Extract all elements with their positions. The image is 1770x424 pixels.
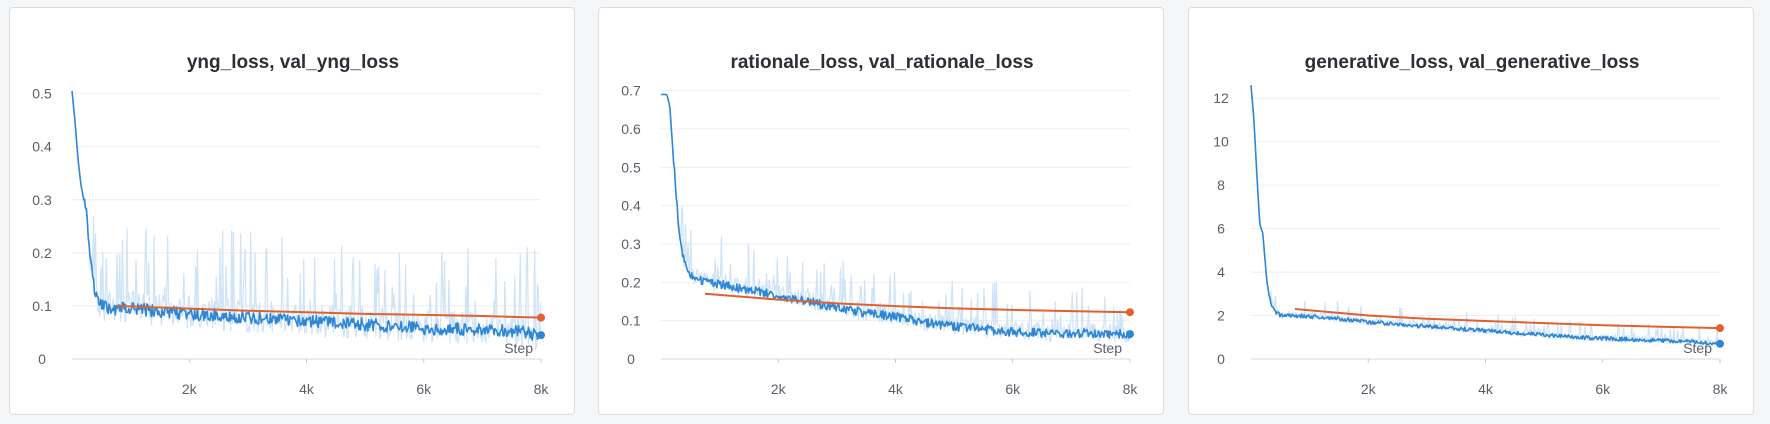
y-tick-label: 0.3 [621, 236, 641, 252]
x-axis-label: Step [1683, 340, 1712, 356]
val-series-line [115, 304, 542, 319]
train-series-line [71, 90, 542, 341]
train-raw-series-line [661, 93, 1131, 344]
chart-panel-rationale-loss[interactable]: rationale_loss, val_rationale_loss 0 0.1 0.… [598, 7, 1164, 415]
x-tick-label: 6k [1005, 381, 1021, 397]
rationale-loss-chart: rationale_loss, val_rationale_loss 0 0.1 0.… [621, 52, 1139, 397]
y-tick-label: 0.7 [621, 83, 641, 99]
chart-panel-yng-loss[interactable]: yng_loss, val_yng_loss 0 0.1 0.2 0.3 0.4 0.5 2k… [9, 7, 575, 415]
y-tick-label: 0.3 [32, 192, 52, 208]
x-tick-label: 6k [1595, 381, 1611, 397]
generative-loss-chart: generative_loss, val_generative_loss 0 2 4 6… [1213, 52, 1729, 397]
x-tick-label: 4k [1478, 381, 1494, 397]
val-end-point [537, 313, 545, 322]
train-series-line [1250, 85, 1721, 346]
y-tick-label: 0.5 [621, 159, 641, 175]
train-series-line [661, 93, 1131, 340]
train-end-point [1716, 339, 1724, 348]
val-series-line [1294, 308, 1721, 330]
chart-title: rationale_loss, val_rationale_loss [730, 52, 1033, 73]
y-tick-label: 0.5 [32, 86, 52, 102]
x-tick-label: 4k [299, 381, 315, 397]
val-series-line [704, 292, 1131, 314]
x-axis-label: Step [504, 340, 533, 356]
val-end-point [1126, 308, 1134, 317]
y-tick-label: 0.1 [621, 313, 641, 329]
y-tick-label: 0.4 [32, 139, 52, 155]
y-tick-label: 12 [1213, 90, 1229, 106]
val-end-point [1716, 324, 1724, 333]
train-end-point [1126, 330, 1134, 339]
y-tick-label: 4 [1217, 264, 1225, 280]
x-tick-label: 8k [534, 381, 550, 397]
y-tick-label: 0 [38, 351, 46, 367]
train-end-point [537, 331, 545, 340]
chart-title: yng_loss, val_yng_loss [187, 52, 399, 73]
y-tick-label: 0 [1217, 351, 1225, 367]
train-raw-series-line [1250, 85, 1721, 347]
y-tick-label: 0.6 [621, 121, 641, 137]
chart-panel-generative-loss[interactable]: generative_loss, val_generative_loss 0 2 4 6… [1188, 7, 1754, 415]
x-tick-label: 4k [888, 381, 904, 397]
chart-title: generative_loss, val_generative_loss [1305, 52, 1640, 73]
x-tick-label: 6k [416, 381, 432, 397]
y-tick-label: 0.1 [32, 298, 52, 314]
yng-loss-chart: yng_loss, val_yng_loss 0 0.1 0.2 0.3 0.4 0.5 2k… [32, 52, 550, 397]
x-tick-label: 8k [1713, 381, 1729, 397]
y-tick-label: 2 [1217, 308, 1225, 324]
x-tick-label: 2k [771, 381, 787, 397]
y-tick-label: 0 [627, 351, 635, 367]
y-tick-label: 0.2 [621, 274, 641, 290]
x-axis-label: Step [1093, 340, 1122, 356]
y-tick-label: 8 [1217, 177, 1225, 193]
y-tick-label: 0.4 [621, 198, 641, 214]
y-tick-label: 10 [1213, 134, 1229, 150]
y-tick-label: 0.2 [32, 245, 52, 261]
x-tick-label: 2k [182, 381, 198, 397]
x-tick-label: 2k [1361, 381, 1377, 397]
x-tick-label: 8k [1123, 381, 1139, 397]
y-tick-label: 6 [1217, 221, 1225, 237]
